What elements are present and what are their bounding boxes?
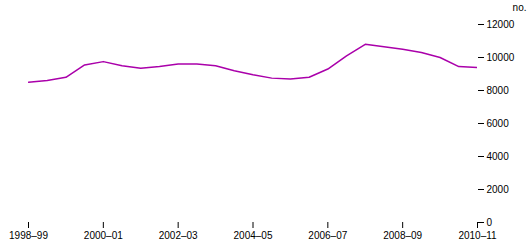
svg-text:2000: 2000 — [487, 184, 510, 195]
svg-text:2006–07: 2006–07 — [308, 230, 347, 241]
svg-text:8000: 8000 — [487, 85, 510, 96]
svg-text:2008–09: 2008–09 — [383, 230, 422, 241]
svg-text:2004–05: 2004–05 — [234, 230, 273, 241]
svg-text:2002–03: 2002–03 — [159, 230, 198, 241]
svg-text:0: 0 — [487, 217, 493, 228]
svg-text:10000: 10000 — [487, 52, 515, 63]
svg-text:2010–11: 2010–11 — [458, 230, 497, 241]
svg-text:6000: 6000 — [487, 118, 510, 129]
svg-text:12000: 12000 — [487, 19, 515, 30]
svg-text:1998–99: 1998–99 — [9, 230, 48, 241]
svg-text:no.: no. — [513, 2, 527, 13]
svg-text:2000–01: 2000–01 — [84, 230, 123, 241]
svg-text:4000: 4000 — [487, 151, 510, 162]
